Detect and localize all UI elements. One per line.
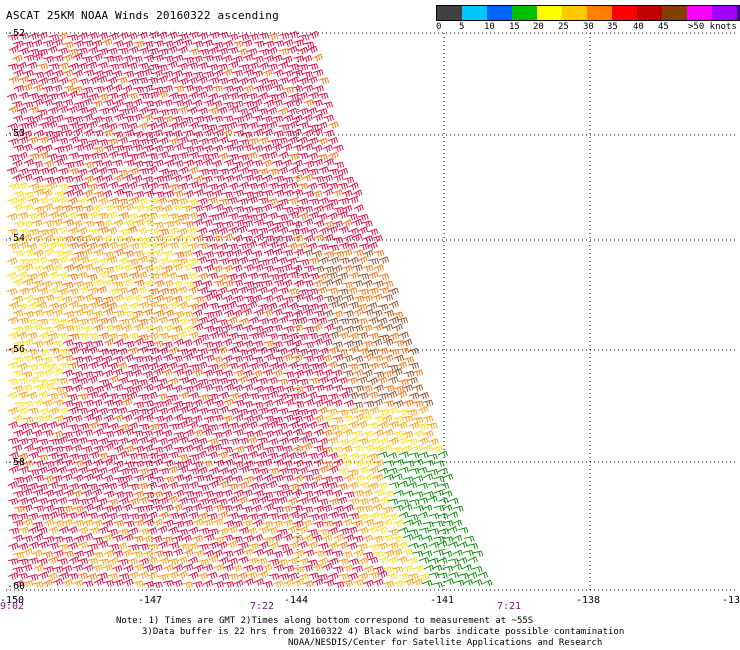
note-line-1: Note: 1) Times are GMT 2)Times along bot… — [116, 616, 534, 626]
legend-tick-label: >50 knots — [688, 22, 737, 32]
latitude-label: -53 — [7, 128, 25, 139]
legend-ticks: 0 5 10 15 20 25 30 35 40 45 >50 knots — [430, 22, 740, 34]
latitude-label: -60 — [7, 581, 25, 592]
legend-tick-label: 5 — [459, 22, 465, 32]
legend-tick-label: 20 — [533, 22, 544, 32]
wind-barb-group — [6, 181, 439, 589]
time-label: 7:22 — [250, 601, 274, 612]
longitude-label: -141 — [430, 595, 454, 606]
longitude-label: -147 — [138, 595, 162, 606]
time-label: 9:02 — [0, 601, 24, 612]
wind-speed-legend — [436, 5, 740, 21]
legend-swatch — [537, 6, 562, 20]
legend-tick-label: 45 — [658, 22, 669, 32]
wind-barb-group — [7, 30, 388, 589]
legend-swatch — [587, 6, 612, 20]
wind-barb-group — [302, 249, 434, 409]
wind-barbs — [6, 30, 493, 589]
map-title: ASCAT 25KM NOAA Winds 20160322 ascending — [6, 9, 279, 22]
legend-tick-label: 10 — [484, 22, 495, 32]
legend-swatch — [687, 6, 712, 20]
wind-barb-group — [377, 450, 493, 589]
legend-swatch — [562, 6, 587, 20]
footnotes: Note: 1) Times are GMT 2)Times along bot… — [116, 616, 624, 649]
longitude-label: -150 — [0, 595, 24, 606]
latitude-label: -56 — [7, 344, 25, 355]
legend-tick-label: 35 — [607, 22, 618, 32]
latitude-label: -52 — [7, 28, 25, 39]
legend-tick-label: 0 — [436, 22, 442, 32]
legend-swatch — [512, 6, 537, 20]
legend-swatch — [612, 6, 637, 20]
legend-swatch — [462, 6, 487, 20]
legend-swatch — [662, 6, 687, 20]
note-line-2: 3)Data buffer is 22 hrs from 20160322 4)… — [142, 627, 625, 637]
time-label: 7:21 — [497, 601, 521, 612]
latitude-label: -54 — [7, 233, 25, 244]
legend-swatch — [487, 6, 512, 20]
wind-barb-group — [6, 182, 443, 588]
legend-swatch — [437, 6, 462, 20]
longitude-label: -138 — [576, 595, 600, 606]
longitude-label: -144 — [284, 595, 308, 606]
wind-barb-group — [8, 32, 424, 588]
legend-tick-label: 25 — [558, 22, 569, 32]
legend-tick-label: 30 — [583, 22, 594, 32]
legend-swatch — [712, 6, 737, 20]
latitude-label: -58 — [7, 457, 25, 468]
longitude-label: -13 — [722, 595, 740, 606]
note-line-3: NOAA/NESDIS/Center for Satellite Applica… — [288, 638, 603, 648]
legend-swatch — [637, 6, 662, 20]
legend-tick-label: 40 — [633, 22, 644, 32]
legend-tick-label: 15 — [509, 22, 520, 32]
legend-swatch — [737, 6, 740, 20]
